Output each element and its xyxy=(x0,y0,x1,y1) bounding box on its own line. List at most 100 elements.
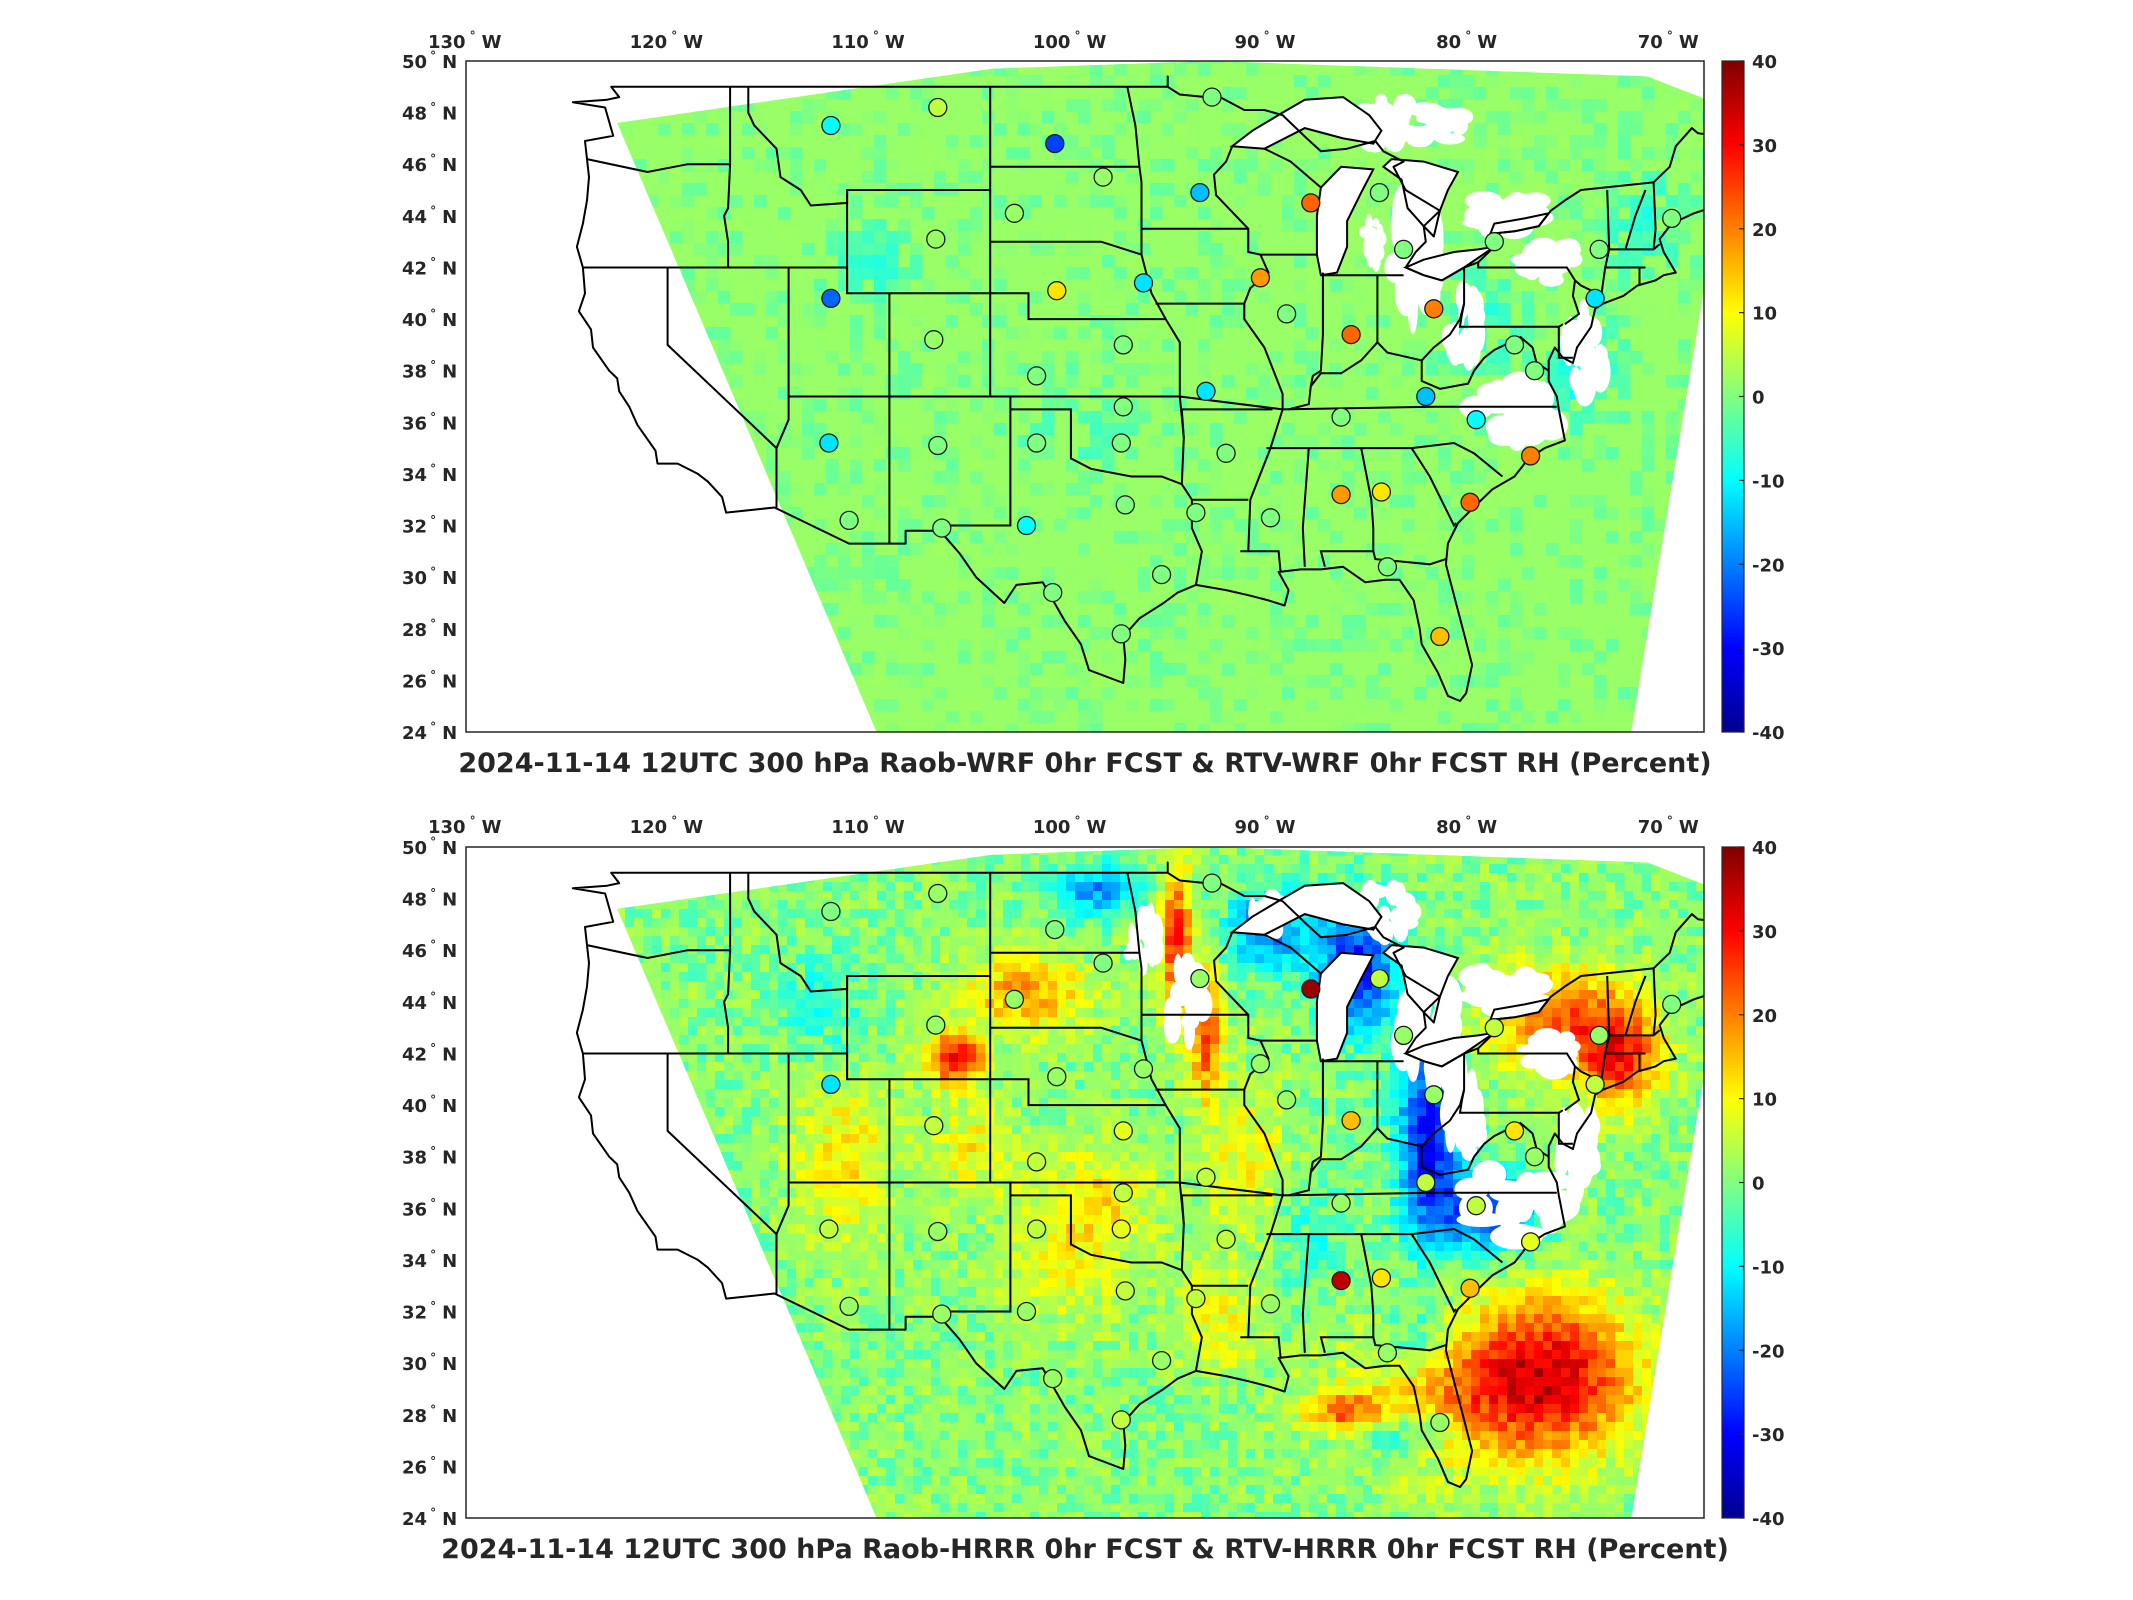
colorbar-tick-label: 20 xyxy=(1752,1006,1777,1027)
station-marker xyxy=(926,229,946,249)
station-marker xyxy=(1045,919,1065,940)
station-marker xyxy=(1466,1196,1486,1216)
station-marker xyxy=(1133,1059,1154,1079)
lon-tick-label: 130 ° W xyxy=(428,814,502,838)
station-marker xyxy=(1111,1410,1131,1430)
lon-tick-label: 90 ° W xyxy=(1235,814,1296,838)
lon-tick-label: 110 ° W xyxy=(831,29,905,53)
station-marker xyxy=(1331,1270,1351,1291)
station-marker xyxy=(821,288,841,309)
station-marker xyxy=(1371,482,1392,502)
lat-tick-label: 30 ° N xyxy=(402,1351,457,1375)
station-marker xyxy=(1341,1110,1361,1131)
station-marker xyxy=(1371,1268,1392,1288)
station-marker xyxy=(1520,1232,1541,1252)
station-marker xyxy=(1026,1152,1047,1172)
lon-tick-label: 70 ° W xyxy=(1638,814,1699,838)
station-marker xyxy=(1524,361,1545,381)
station-marker xyxy=(1369,968,1390,989)
station-marker xyxy=(1585,288,1605,309)
station-marker xyxy=(1093,953,1113,973)
station-marker xyxy=(1460,492,1480,512)
station-marker xyxy=(1377,557,1398,577)
station-marker xyxy=(1186,502,1206,523)
colorbar-tick-label: -40 xyxy=(1752,1509,1785,1530)
station-marker xyxy=(1111,624,1131,644)
station-marker xyxy=(819,433,839,453)
lon-tick-label: 110 ° W xyxy=(831,814,905,838)
station-marker xyxy=(1331,484,1351,505)
colorbar-tick-label: 0 xyxy=(1752,1174,1765,1195)
lat-tick-label: 50 ° N xyxy=(402,49,457,73)
lon-tick-label: 100 ° W xyxy=(1033,814,1107,838)
station-marker xyxy=(1190,968,1210,989)
station-marker xyxy=(819,1219,839,1239)
lat-tick-label: 40 ° N xyxy=(402,1093,457,1117)
station-marker xyxy=(1331,407,1351,427)
station-marker xyxy=(1416,386,1436,407)
station-marker xyxy=(1504,335,1525,355)
lon-tick-label: 130 ° W xyxy=(428,29,502,53)
station-marker xyxy=(1369,182,1390,203)
colorbar-tick-label: 10 xyxy=(1752,1090,1777,1111)
lon-tick-label: 100 ° W xyxy=(1033,29,1107,53)
station-marker xyxy=(1466,410,1486,430)
station-marker xyxy=(1341,324,1361,345)
station-marker xyxy=(1276,304,1297,324)
lon-tick-label: 70 ° W xyxy=(1638,29,1699,53)
colorbar-tick-label: 30 xyxy=(1752,136,1777,157)
station-marker xyxy=(821,1074,841,1095)
station-marker xyxy=(928,883,948,904)
station-marker xyxy=(1416,1172,1436,1193)
station-marker xyxy=(1016,515,1037,536)
lat-tick-label: 34 ° N xyxy=(402,462,457,486)
station-marker xyxy=(1662,994,1682,1015)
lat-tick-label: 30 ° N xyxy=(402,565,457,589)
lat-tick-label: 44 ° N xyxy=(402,990,457,1014)
lon-tick-label: 120 ° W xyxy=(630,814,704,838)
station-marker xyxy=(839,510,859,531)
station-marker xyxy=(1520,446,1541,466)
colorbar-tick-label: -30 xyxy=(1752,1425,1785,1446)
lat-tick-label: 46 ° N xyxy=(402,938,457,962)
station-marker xyxy=(1484,1018,1504,1038)
colorbar-tick-label: -40 xyxy=(1752,723,1785,744)
station-marker xyxy=(1662,208,1682,229)
lat-tick-label: 24 ° N xyxy=(402,1506,457,1530)
station-marker xyxy=(1393,239,1414,260)
station-marker xyxy=(1113,397,1133,417)
station-marker xyxy=(1026,1219,1047,1239)
station-marker xyxy=(928,97,948,118)
colorbar-tick-label: -10 xyxy=(1752,1257,1785,1278)
station-marker xyxy=(1113,1183,1133,1203)
station-marker xyxy=(1301,979,1321,999)
panel-title: 2024-11-14 12UTC 300 hPa Raob-HRRR 0hr F… xyxy=(441,1534,1729,1565)
station-marker xyxy=(1589,1025,1609,1046)
station-marker xyxy=(1484,232,1504,252)
colorbar-tick-label: -10 xyxy=(1752,471,1785,492)
station-marker xyxy=(1196,1167,1216,1187)
station-marker xyxy=(1043,1368,1063,1389)
station-marker xyxy=(1186,1288,1206,1309)
station-marker xyxy=(932,1304,952,1324)
lat-tick-label: 26 ° N xyxy=(402,668,457,692)
colorbar-tick-label: 40 xyxy=(1752,52,1777,73)
lat-tick-label: 36 ° N xyxy=(402,410,457,434)
station-marker xyxy=(1430,1412,1450,1433)
station-marker xyxy=(1016,1301,1037,1322)
lat-tick-label: 42 ° N xyxy=(402,1041,457,1065)
station-marker xyxy=(1377,1343,1398,1363)
station-marker xyxy=(1216,443,1236,463)
station-marker xyxy=(1004,203,1025,223)
lat-tick-label: 36 ° N xyxy=(402,1196,457,1220)
lat-tick-label: 32 ° N xyxy=(402,514,457,538)
station-marker xyxy=(1585,1074,1605,1095)
station-marker xyxy=(1202,87,1222,107)
station-marker xyxy=(1151,564,1172,585)
lat-tick-label: 48 ° N xyxy=(402,101,457,125)
station-marker xyxy=(924,1116,944,1136)
lon-tick-label: 120 ° W xyxy=(630,29,704,53)
raob-stations xyxy=(819,873,1682,1433)
colorbar-tick-label: 10 xyxy=(1752,304,1777,325)
